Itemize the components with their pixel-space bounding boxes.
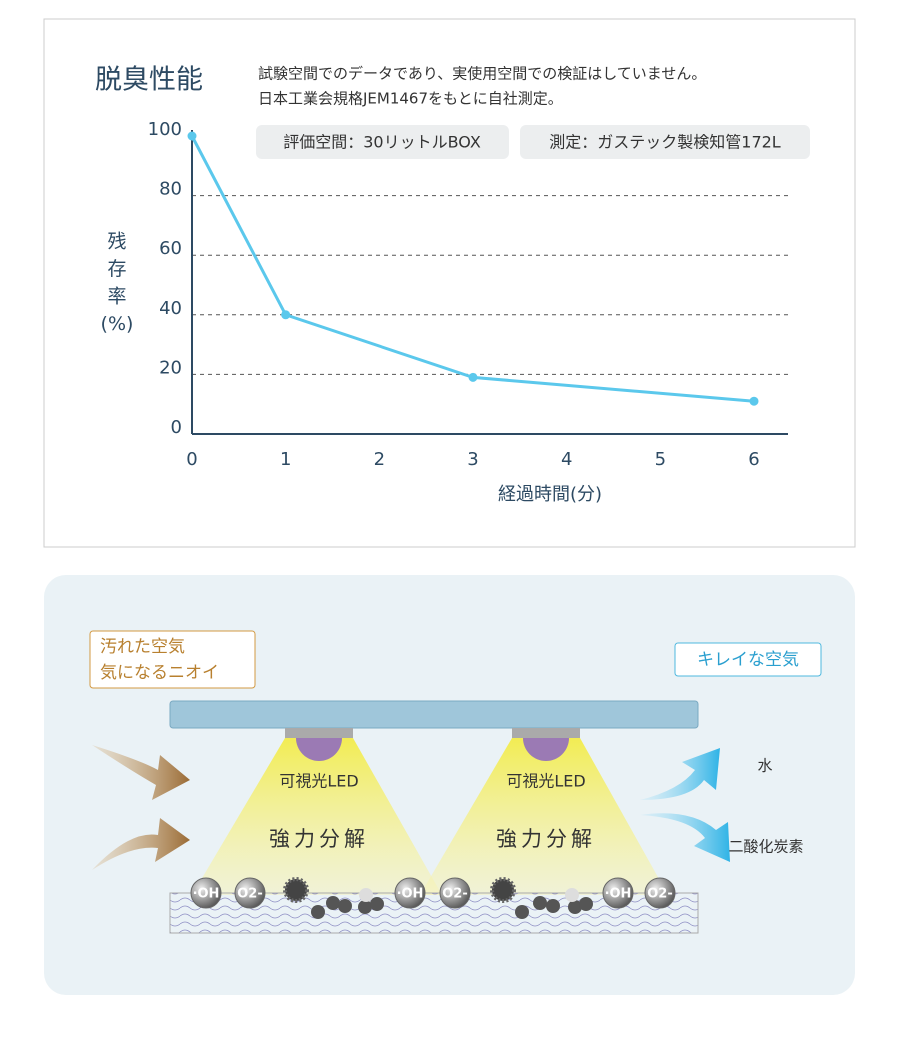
dirty-air-text: 汚れた空気	[100, 637, 185, 657]
spiky-particle	[490, 877, 516, 903]
output-label: 二酸化炭素	[728, 838, 803, 856]
y-axis-label: 残	[107, 231, 126, 253]
point	[187, 131, 197, 141]
clean-air-box	[674, 642, 822, 677]
molecule	[565, 888, 579, 902]
y-tick-label: 40	[159, 298, 182, 319]
particle-label: ·OH	[397, 887, 424, 902]
led	[523, 738, 569, 761]
point	[281, 310, 291, 320]
x-tick-label: 3	[467, 449, 478, 470]
y-tick-label: 20	[159, 357, 182, 378]
particle	[602, 877, 634, 909]
soot	[579, 897, 593, 911]
soot	[515, 905, 529, 919]
light-beam	[420, 738, 668, 895]
y-axis-label: 率	[107, 286, 126, 308]
ceiling-panel	[169, 700, 699, 729]
line	[190, 135, 755, 403]
dirty-air-text: 気になるニオイ	[100, 663, 219, 683]
x-tick-label: 2	[374, 449, 385, 470]
y-tick-label: 0	[171, 417, 182, 438]
particle-label: ·OH	[193, 887, 220, 902]
led-label: 可視光LED	[506, 772, 585, 791]
particle	[234, 877, 266, 909]
y-axis-label: (%)	[101, 313, 134, 335]
output-label: 水	[757, 757, 772, 775]
molecule	[359, 888, 373, 902]
chart-title: 脱臭性能	[95, 65, 203, 96]
x-tick-label: 1	[280, 449, 291, 470]
particle-label: ·OH	[605, 887, 632, 902]
chart-frame	[43, 18, 856, 548]
badge	[520, 125, 810, 159]
particle	[439, 877, 471, 909]
note: 日本工業会規格JEM1467をもとに自社測定。	[258, 90, 563, 108]
decompose-label: 強力分解	[269, 827, 369, 851]
particle	[394, 877, 426, 909]
y-tick-label: 80	[159, 179, 182, 200]
arrow-in	[92, 818, 190, 870]
badge	[256, 125, 509, 159]
led-housing	[285, 728, 353, 738]
diagram: 汚れた空気 気になるニオイ キレイな空気 可視光LED 可視光LED 強力分解 …	[89, 630, 822, 934]
soot	[568, 900, 582, 914]
soot	[370, 897, 384, 911]
soot	[546, 899, 560, 913]
point	[468, 372, 478, 382]
led-label: 可視光LED	[279, 772, 358, 791]
soot	[533, 896, 547, 910]
soot	[326, 896, 340, 910]
soot	[358, 900, 372, 914]
soot	[338, 899, 352, 913]
led-housing	[512, 728, 580, 738]
arrow-out	[640, 748, 720, 800]
particle-label: O2-	[237, 887, 263, 902]
x-tick-label: 0	[186, 449, 197, 470]
badge-text: 評価空間：30リットルBOX	[283, 133, 481, 152]
note: 試験空間でのデータであり、実使用空間での検証はしていません。	[258, 65, 706, 83]
y-axis-label: 存	[107, 258, 126, 280]
arrow-out	[640, 813, 730, 862]
particles: ·OH O2- ·OH O2- ·OH O2-	[190, 877, 676, 919]
spiky-particle	[283, 877, 309, 903]
particle-label: O2-	[442, 887, 468, 902]
light-beam	[192, 738, 442, 895]
decompose-label: 強力分解	[496, 827, 596, 851]
x-tick-label: 6	[748, 449, 759, 470]
clean-air-text: キレイな空気	[697, 650, 799, 670]
point	[749, 396, 759, 406]
dirty-air-box	[89, 630, 256, 689]
arrow-in	[92, 745, 190, 800]
particle	[190, 877, 222, 909]
x-tick-label: 5	[655, 449, 666, 470]
x-axis-label: 経過時間(分)	[498, 484, 602, 505]
chart: 脱臭性能 試験空間でのデータであり、実使用空間での検証はしていません。 日本工業…	[95, 65, 810, 505]
led	[296, 738, 342, 761]
y-tick-label: 60	[159, 238, 182, 259]
particle	[644, 877, 676, 909]
badge-text: 測定：ガステック製検知管172L	[549, 133, 781, 152]
x-tick-label: 4	[561, 449, 572, 470]
soot	[311, 905, 325, 919]
y-tick-label: 100	[148, 119, 182, 140]
particle-label: O2-	[647, 887, 673, 902]
